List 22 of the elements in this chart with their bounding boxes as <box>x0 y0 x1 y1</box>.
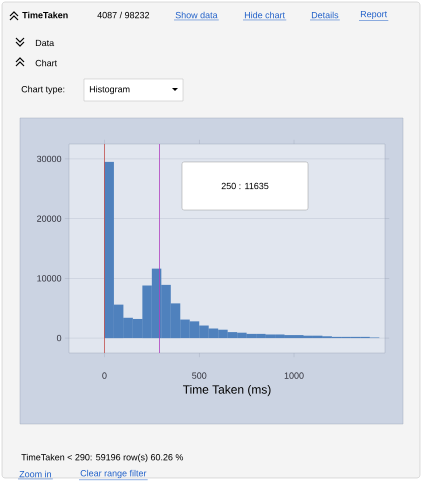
text: Clear range filter <box>80 470 146 478</box>
y-tick-label: 0 <box>56 334 62 342</box>
text: Chart <box>36 60 58 66</box>
chart-title: TimeTaken <box>22 12 68 18</box>
x-tick-label: 500 <box>192 372 206 379</box>
text: Histogram <box>90 86 130 94</box>
y-tick-label: 10000 <box>37 275 62 282</box>
text: Data <box>36 40 54 46</box>
x-tick-label: 0 <box>102 372 107 379</box>
text: TimeTaken < 290: 59196 row(s) 60.26 % <box>21 454 184 462</box>
x-axis-title: Time Taken (ms) <box>182 384 271 396</box>
text: Details <box>312 12 338 18</box>
y-tick-label: 30000 <box>36 156 62 162</box>
annotation: 250 : 11635 <box>222 182 268 190</box>
x-tick-label: 1000 <box>284 372 304 379</box>
text: Show data <box>176 12 218 18</box>
text: Report <box>360 10 388 19</box>
text: Hide chart <box>244 12 285 18</box>
y-tick-label: 20000 <box>37 215 62 222</box>
text: Chart type: <box>22 86 64 94</box>
text: Zoom in <box>19 470 51 478</box>
chart-subtitle: 4087 / 98232 <box>97 12 150 18</box>
